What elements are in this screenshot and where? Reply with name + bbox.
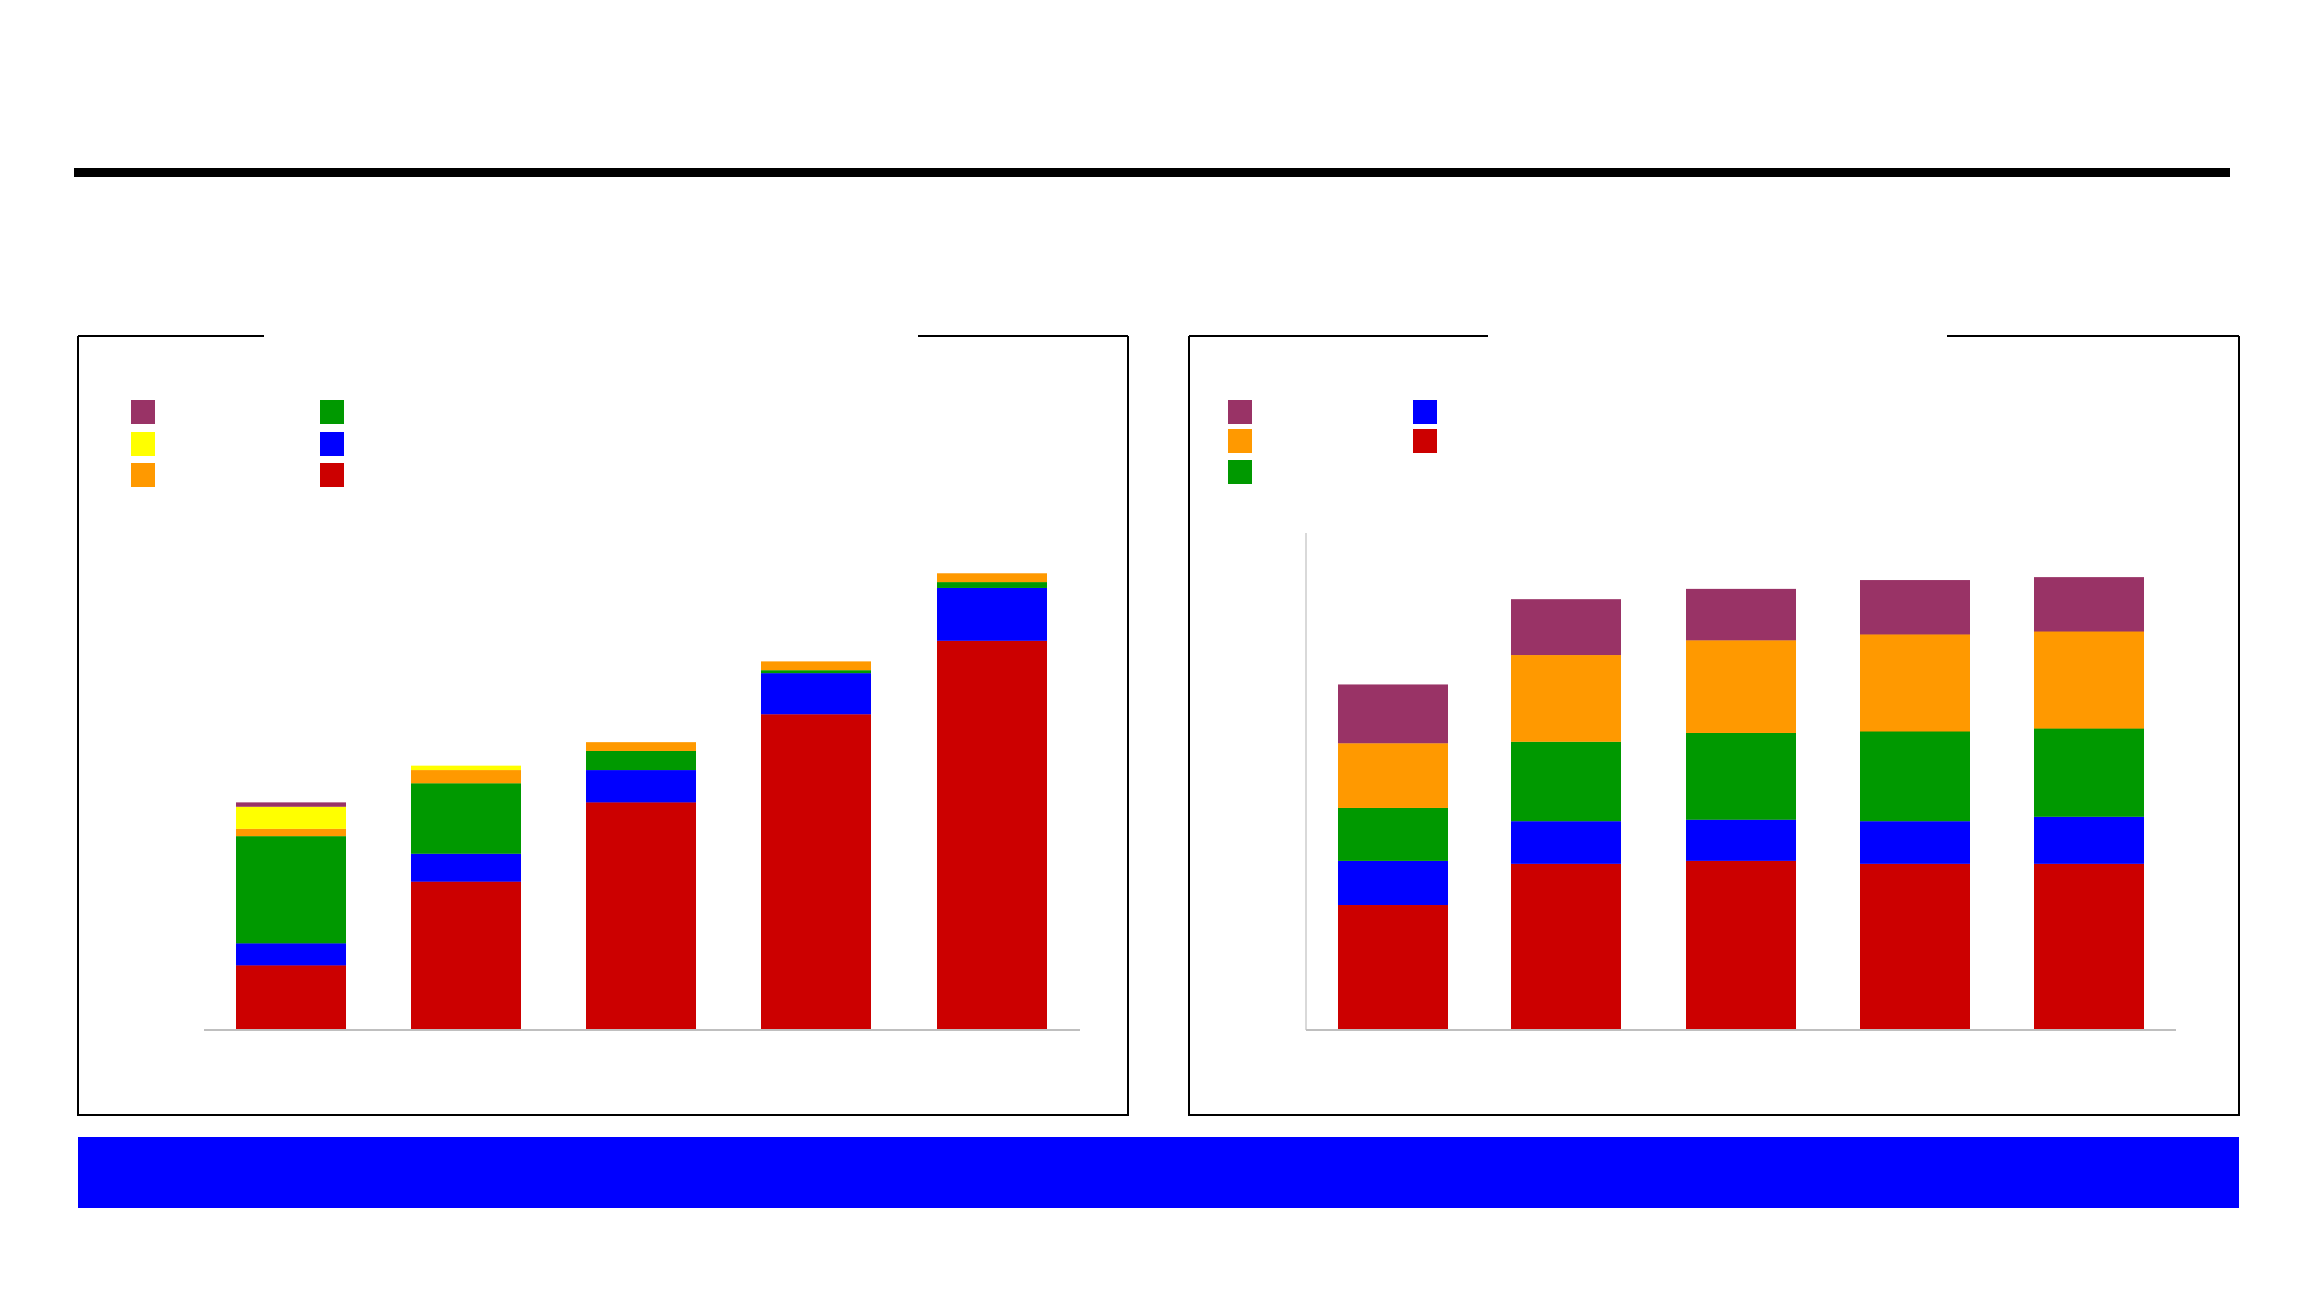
legend-swatch xyxy=(1413,400,1437,424)
footer-banner xyxy=(78,1137,2239,1208)
bar-segment xyxy=(1860,634,1970,732)
bar-segment xyxy=(2034,816,2144,864)
legend-swatch xyxy=(1228,460,1252,484)
bar-segment xyxy=(411,853,521,882)
panel-border xyxy=(1188,336,2240,1116)
bar-segment xyxy=(1338,684,1448,744)
legend-swatch xyxy=(131,432,155,456)
legend-swatch xyxy=(1228,429,1252,453)
bar-segment xyxy=(761,670,871,674)
bar-segment xyxy=(1511,821,1621,864)
bar-segment xyxy=(1338,905,1448,1030)
bar-segment xyxy=(1686,640,1796,733)
bar-segment xyxy=(1686,819,1796,861)
bar-segment xyxy=(236,965,346,1030)
legend-swatch xyxy=(1228,400,1252,424)
bar-segment xyxy=(1511,741,1621,822)
bar-segment xyxy=(1860,731,1970,822)
bar-segment xyxy=(1860,821,1970,864)
left-panel xyxy=(77,335,1129,1116)
legend-swatch xyxy=(131,400,155,424)
bar-segment xyxy=(2034,863,2144,1030)
bar-segment xyxy=(586,802,696,1030)
bar-segment xyxy=(1860,863,1970,1030)
bar-segment xyxy=(1860,580,1970,635)
bar-segment xyxy=(1511,599,1621,656)
bar-segment xyxy=(1686,732,1796,820)
bar-segment xyxy=(236,802,346,807)
bar-segment xyxy=(2034,577,2144,632)
bar-segment xyxy=(761,661,871,671)
panel-border xyxy=(77,336,1129,1116)
bar-segment xyxy=(236,828,346,837)
bar-segment xyxy=(236,806,346,829)
bar-segment xyxy=(1686,588,1796,641)
bar-segment xyxy=(2034,631,2144,729)
bar-segment xyxy=(1511,863,1621,1030)
bar-segment xyxy=(1338,743,1448,808)
bar-segment xyxy=(937,640,1047,1030)
bar-segment xyxy=(1338,807,1448,861)
bar-segment xyxy=(411,881,521,1030)
bar-segment xyxy=(586,742,696,751)
bar-segment xyxy=(761,714,871,1030)
bar-segment xyxy=(1511,655,1621,742)
bar-segment xyxy=(2034,728,2144,817)
bar-segment xyxy=(937,582,1047,588)
bar-segment xyxy=(411,783,521,854)
bar-segment xyxy=(761,673,871,715)
bar-segment xyxy=(411,770,521,784)
bar-segment xyxy=(586,770,696,803)
bar-segment xyxy=(411,765,521,771)
legend-swatch xyxy=(1413,429,1437,453)
legend-swatch xyxy=(320,463,344,487)
title-rule xyxy=(74,168,2230,177)
bar-segment xyxy=(937,587,1047,641)
bar-segment xyxy=(1686,860,1796,1030)
bar-segment xyxy=(236,943,346,966)
legend-swatch xyxy=(320,432,344,456)
legend-swatch xyxy=(320,400,344,424)
right-panel xyxy=(1188,335,2240,1116)
bar-segment xyxy=(586,750,696,771)
legend-swatch xyxy=(131,463,155,487)
bar-segment xyxy=(937,573,1047,583)
bar-segment xyxy=(1338,860,1448,906)
bar-segment xyxy=(236,836,346,944)
